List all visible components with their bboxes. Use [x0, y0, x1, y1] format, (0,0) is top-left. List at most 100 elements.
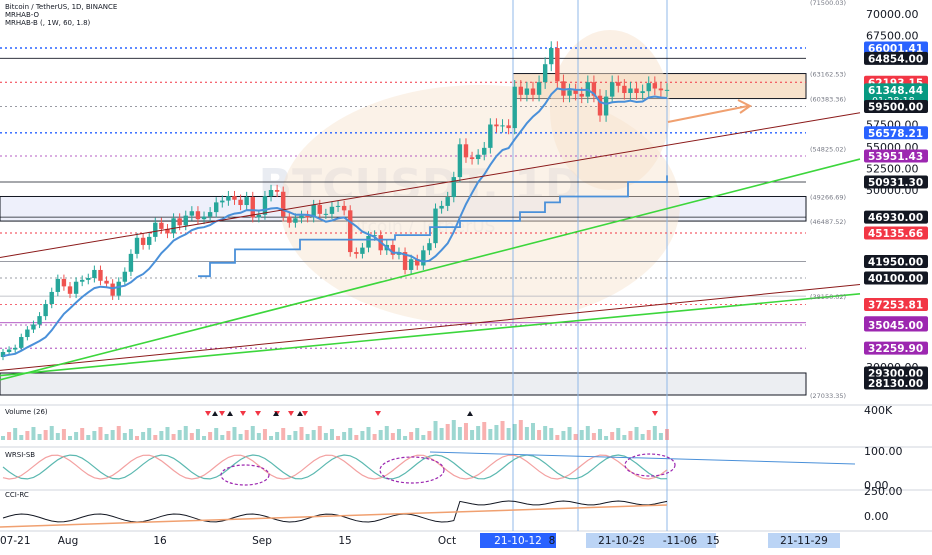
volume-bar [628, 431, 633, 440]
price-axis-tick: 70000.00 [866, 8, 919, 21]
volume-bar [208, 432, 213, 440]
time-axis[interactable]: 07-21 Aug 16 Sep 15 Oct 21-10-12 8 21-10-29 -11-0… [0, 533, 840, 548]
volume-bar [122, 433, 127, 440]
candle-body [317, 205, 322, 214]
candle-body [293, 218, 298, 223]
price-note: (49266.69) [810, 193, 846, 201]
price-note: (38150.02) [810, 293, 846, 301]
overlay-layer [0, 87, 861, 528]
candle-body [128, 253, 134, 272]
volume-bar [159, 431, 164, 440]
volume-bar [421, 435, 426, 440]
candle-body [147, 236, 152, 245]
volume-bar [494, 425, 499, 440]
candle [494, 118, 499, 133]
volume-bar [409, 432, 414, 440]
wrsi-signal-line [2, 454, 668, 480]
candle [433, 203, 438, 248]
wrsi-trend-line [429, 451, 856, 465]
volume-bar [13, 428, 18, 440]
price-label-text: 59500.00 [868, 102, 923, 114]
candle [171, 213, 176, 239]
buy-marker [467, 411, 473, 416]
candle-body [463, 144, 469, 158]
candle [646, 76, 651, 98]
candle-body [67, 286, 73, 294]
volume-bar [153, 435, 158, 440]
indicator-mrhab-b: MRHAB-B (, 1W, 60, 1.8) [5, 19, 91, 27]
volume-bar [305, 434, 310, 440]
price-note: (71500.03) [810, 0, 846, 7]
candle-body [134, 237, 140, 254]
price-label-badge [864, 318, 928, 332]
candle-body [214, 202, 219, 213]
candle [287, 211, 292, 228]
price-label-text: 61348.44 [868, 85, 923, 97]
cci-trend-line [0, 504, 668, 528]
candle [421, 245, 426, 270]
candle-body [439, 205, 444, 209]
candle [311, 199, 316, 223]
candle-body [183, 215, 188, 226]
candle [256, 209, 262, 223]
candle [92, 265, 97, 283]
candle [634, 81, 639, 100]
candle-body [366, 236, 371, 248]
volume-bar [470, 430, 475, 440]
candle [530, 81, 536, 102]
candle-body [640, 91, 645, 94]
volume-bar [269, 436, 274, 440]
sell-marker [652, 411, 658, 416]
volume-bar [555, 435, 560, 440]
candle-body [664, 89, 670, 91]
volume-bar [135, 436, 140, 440]
volume-bar [445, 424, 450, 440]
candle-body [524, 88, 530, 95]
volume-bar [189, 433, 194, 440]
volume-bar [360, 431, 365, 440]
candle [329, 201, 335, 219]
volume-bar [25, 431, 30, 440]
price-label-badge [864, 297, 928, 311]
volume-bar [622, 435, 627, 440]
volume-axis-label: 400K [864, 404, 893, 417]
volume-bar [591, 433, 596, 440]
volume-bar [183, 426, 188, 440]
candle [506, 119, 511, 135]
volume-bar [463, 423, 468, 440]
volume-bar [658, 433, 663, 440]
candle-body [530, 88, 536, 95]
volume-bar [165, 427, 170, 440]
candle-body [573, 90, 578, 94]
candle [153, 217, 158, 242]
candle [268, 184, 274, 202]
candle [128, 249, 134, 277]
candle-body [0, 352, 6, 358]
volume-bar [561, 431, 566, 440]
price-label-text: 45135.66 [868, 228, 923, 240]
candle-body [140, 237, 146, 245]
volume-bar [573, 434, 578, 440]
candle-body [542, 64, 548, 83]
candle [463, 138, 469, 163]
candle-body [220, 200, 225, 203]
volume-bar [488, 429, 493, 440]
candle-body [341, 205, 347, 211]
wrsi-tick-0: 0.00 [864, 479, 889, 492]
volume-bar [610, 432, 615, 440]
time-axis-label: 07-21 [0, 535, 31, 547]
time-axis-label: -11-06 [663, 535, 698, 547]
candle-body [250, 197, 255, 218]
buy-marker [273, 411, 279, 416]
candle [609, 75, 615, 104]
volume-bar [226, 431, 231, 440]
candle-body [244, 197, 249, 206]
cci-pane-label: CCI-RC [5, 491, 29, 499]
volume-bar [451, 420, 456, 440]
volume-bar [348, 428, 353, 440]
price-axis[interactable]: 70000.0067500.0057500.0055000.0052500.00… [810, 0, 928, 400]
candle-body [61, 278, 67, 287]
wrsi-line [2, 454, 668, 480]
